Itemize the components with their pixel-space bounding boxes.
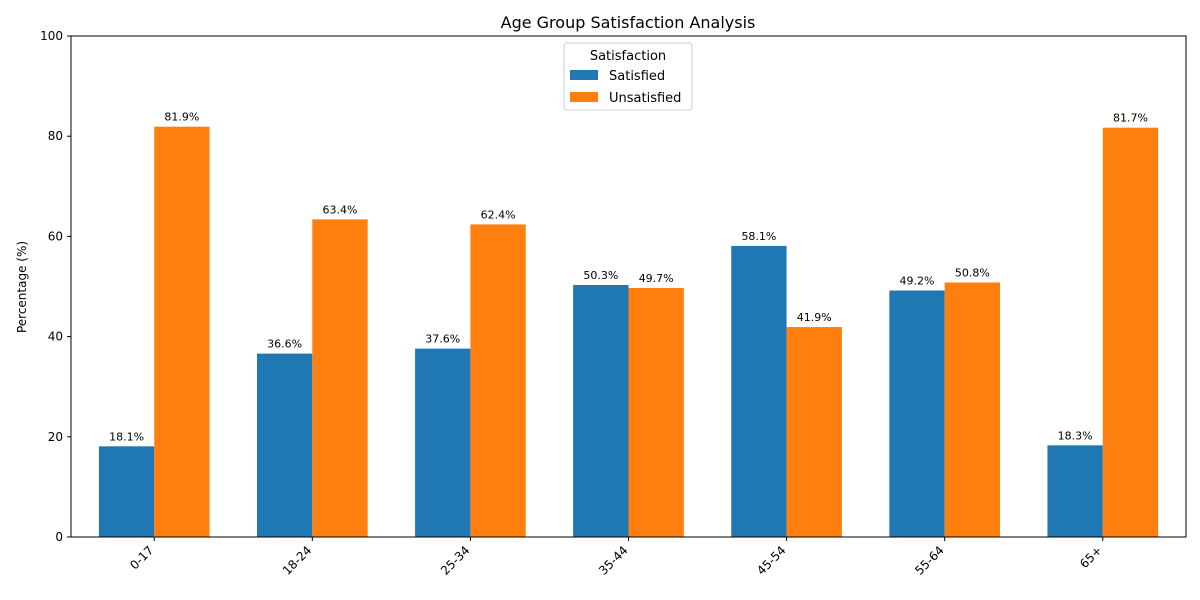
data-label-unsatisfied-55-64: 50.8% — [955, 266, 990, 279]
data-label-satisfied-35-44: 50.3% — [583, 269, 618, 282]
data-label-satisfied-25-34: 37.6% — [425, 333, 460, 346]
x-tick-label-65+: 65+ — [1077, 543, 1105, 571]
x-tick-label-18-24: 18-24 — [280, 543, 315, 578]
bar-satisfied-18-24 — [256, 353, 313, 537]
x-tick-label-35-44: 35-44 — [596, 543, 631, 578]
bar-unsatisfied-35-44 — [628, 288, 684, 537]
y-axis-label: Percentage (%) — [15, 241, 29, 333]
data-label-satisfied-45-54: 58.1% — [741, 230, 776, 243]
x-tick-label-0-17: 0-17 — [127, 543, 156, 572]
legend-swatch-unsatisfied — [570, 92, 598, 102]
legend-swatch-satisfied — [570, 70, 598, 80]
bar-satisfied-35-44 — [573, 284, 629, 537]
x-tick-label-45-54: 45-54 — [754, 543, 789, 578]
data-label-unsatisfied-0-17: 81.9% — [164, 111, 199, 124]
data-label-satisfied-55-64: 49.2% — [900, 275, 935, 288]
y-tick-label-0: 0 — [55, 530, 63, 544]
data-label-satisfied-0-17: 18.1% — [109, 430, 144, 443]
data-label-unsatisfied-35-44: 49.7% — [639, 272, 674, 285]
y-tick-label-20: 20 — [48, 430, 63, 444]
bar-unsatisfied-65+ — [1102, 127, 1159, 538]
bar-satisfied-0-17 — [98, 446, 155, 537]
data-label-unsatisfied-25-34: 62.4% — [481, 208, 516, 221]
chart-title: Age Group Satisfaction Analysis — [501, 13, 756, 32]
bar-unsatisfied-25-34 — [470, 224, 526, 537]
data-label-unsatisfied-65+: 81.7% — [1113, 112, 1148, 125]
legend: Satisfaction Satisfied Unsatisfied — [563, 42, 693, 111]
bar-satisfied-45-54 — [731, 245, 787, 537]
plot-area: 18.1% 36.6% 37.6% 50.3% 58.1% 49.2% 18.3% 81.9%… — [40, 29, 1187, 578]
legend-label-unsatisfied: Unsatisfied — [609, 91, 681, 106]
legend-label-satisfied: Satisfied — [609, 69, 665, 84]
legend-title: Satisfaction — [590, 49, 666, 64]
bar-satisfied-55-64 — [889, 290, 945, 537]
bar-unsatisfied-0-17 — [154, 126, 210, 537]
x-tick-label-25-34: 25-34 — [438, 543, 473, 578]
y-tick-label-40: 40 — [48, 330, 63, 344]
x-tick-label-55-64: 55-64 — [912, 543, 947, 578]
bar-unsatisfied-18-24 — [312, 219, 368, 537]
bar-satisfied-25-34 — [415, 348, 471, 537]
bar-unsatisfied-45-54 — [786, 327, 842, 537]
data-label-satisfied-18-24: 36.6% — [267, 338, 302, 351]
y-tick-label-100: 100 — [40, 29, 63, 43]
data-label-unsatisfied-18-24: 63.4% — [323, 203, 358, 216]
data-label-unsatisfied-45-54: 41.9% — [797, 311, 832, 324]
bar-unsatisfied-55-64 — [944, 282, 1001, 537]
y-tick-label-80: 80 — [48, 129, 63, 143]
y-tick-label-60: 60 — [48, 229, 63, 243]
bar-satisfied-65+ — [1047, 445, 1103, 537]
data-label-satisfied-65+: 18.3% — [1058, 429, 1093, 442]
